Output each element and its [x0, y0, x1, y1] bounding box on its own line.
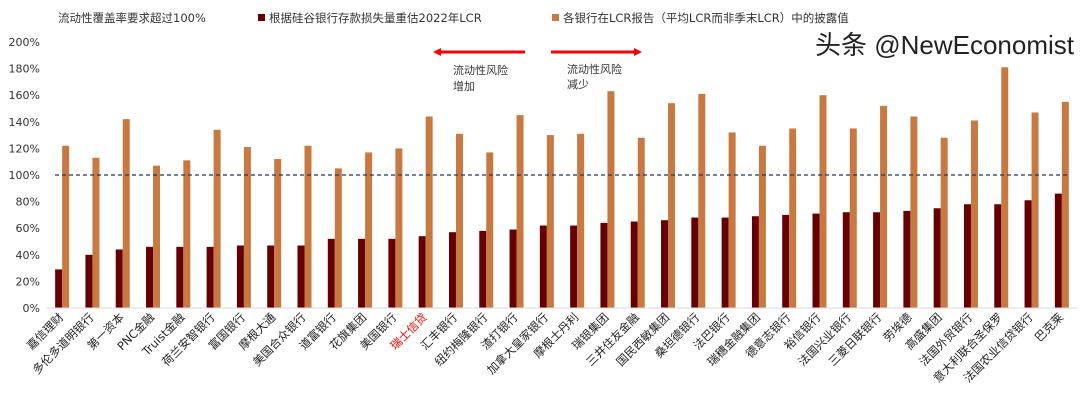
bar-series-1-0 — [55, 269, 63, 308]
bar-series-2-29 — [940, 137, 948, 308]
y-tick-label: 140% — [9, 116, 40, 129]
bar-series-2-11 — [395, 148, 403, 308]
legend-label-series-2: 各银行在LCR报告（平均LCR而非季末LCR）中的披露值 — [563, 11, 849, 25]
bar-series-2-2 — [122, 119, 130, 308]
bar-series-1-27 — [873, 212, 881, 308]
arrow-risk-increase: 流动性风险 增加 — [433, 48, 525, 93]
bar-series-1-6 — [236, 245, 244, 308]
legend-swatch-series-1 — [258, 14, 265, 21]
bar-series-1-7 — [267, 245, 275, 308]
bar-series-2-23 — [758, 145, 766, 308]
bar-series-1-13 — [448, 232, 456, 308]
bar-series-1-14 — [479, 230, 487, 308]
y-tick-label: 180% — [9, 63, 40, 76]
legend-label-series-1: 根据硅谷银行存款损失量重估2022年LCR — [269, 11, 482, 25]
bar-series-1-31 — [994, 204, 1002, 308]
bar-series-1-23 — [751, 216, 759, 308]
legend: 根据硅谷银行存款损失量重估2022年LCR 各银行在LCR报告（平均LCR而非季… — [258, 11, 849, 25]
bar-series-2-17 — [577, 133, 585, 308]
bar-series-2-28 — [910, 116, 918, 308]
y-tick-label: 120% — [9, 142, 40, 155]
bar-series-1-19 — [630, 221, 638, 308]
bar-series-2-22 — [728, 132, 736, 308]
bar-series-2-9 — [334, 168, 342, 308]
bar-series-1-24 — [782, 214, 790, 308]
y-tick-label: 100% — [9, 169, 40, 182]
bar-series-1-5 — [206, 246, 214, 308]
arrow-label-decrease-line2: 减少 — [567, 78, 589, 91]
bar-series-1-22 — [721, 217, 729, 308]
arrow-label-decrease-line1: 流动性风险 — [567, 62, 622, 76]
bar-series-2-5 — [213, 129, 221, 308]
bar-series-1-32 — [1024, 200, 1032, 308]
bar-series-1-18 — [600, 222, 608, 308]
y-tick-label: 200% — [9, 36, 40, 49]
bar-series-1-1 — [85, 254, 93, 308]
bar-series-1-17 — [570, 225, 578, 308]
bar-series-2-30 — [970, 120, 978, 308]
bar-series-2-27 — [880, 105, 888, 308]
arrow-risk-decrease: 流动性风险 减少 — [551, 48, 642, 91]
bar-series-1-11 — [388, 238, 396, 308]
bar-series-2-19 — [637, 137, 645, 308]
bar-series-1-33 — [1054, 193, 1062, 308]
bar-series-2-1 — [92, 157, 100, 308]
bar-series-1-8 — [297, 245, 305, 308]
bar-series-2-20 — [668, 103, 676, 309]
x-tick-label: 巴克莱 — [1032, 310, 1067, 345]
bar-series-2-12 — [425, 116, 433, 308]
arrow-label-increase-line2: 增加 — [453, 79, 475, 93]
bar-series-2-31 — [1001, 67, 1009, 309]
bar-series-2-24 — [789, 128, 797, 308]
y-tick-label: 0% — [23, 302, 40, 315]
bar-series-1-25 — [812, 213, 820, 308]
annotation-requirement: 流动性覆盖率要求超过100% — [58, 11, 206, 25]
y-tick-label: 160% — [9, 89, 40, 102]
y-tick-label: 20% — [16, 275, 40, 288]
y-tick-label: 80% — [16, 196, 40, 209]
bar-series-1-2 — [115, 249, 123, 308]
arrow-label-increase-line1: 流动性风险 — [453, 63, 508, 77]
bar-series-2-0 — [62, 145, 70, 308]
bar-series-2-21 — [698, 93, 706, 309]
y-tick-label: 40% — [16, 249, 40, 262]
bar-series-2-14 — [486, 152, 494, 308]
bar-series-2-7 — [274, 159, 282, 308]
bar-series-1-15 — [509, 229, 517, 308]
bar-series-2-4 — [183, 160, 191, 308]
bar-series-1-3 — [146, 246, 154, 308]
bar-series-1-30 — [963, 204, 971, 308]
bar-series-2-10 — [365, 152, 373, 308]
x-axis-labels: 嘉信理财多伦多道明银行第一资本PNC金融Truist金融荷兰安智银行富国银行摩根… — [24, 310, 1066, 385]
bar-series-1-20 — [661, 220, 669, 308]
bars — [55, 67, 1069, 309]
bar-series-2-13 — [455, 133, 463, 308]
bar-series-2-32 — [1031, 112, 1039, 309]
bar-series-1-29 — [933, 208, 941, 308]
bar-series-2-3 — [153, 165, 161, 308]
bar-series-1-21 — [691, 217, 699, 308]
bar-series-2-18 — [607, 91, 615, 309]
legend-swatch-series-2 — [552, 14, 559, 21]
bar-series-2-15 — [516, 115, 524, 309]
bar-series-2-8 — [304, 145, 312, 308]
bar-series-1-4 — [176, 246, 184, 308]
bar-series-2-6 — [243, 147, 251, 308]
y-axis: 0% 20% 40% 60% 80% 100% 120% 140% 160% 180% 200% — [9, 36, 40, 315]
bar-series-2-33 — [1061, 101, 1069, 308]
bar-series-2-25 — [819, 95, 827, 308]
y-tick-label: 60% — [16, 222, 40, 235]
bar-series-1-12 — [418, 236, 426, 308]
watermark: 头条 @NewEconomist — [814, 30, 1074, 60]
bar-series-2-26 — [849, 128, 857, 308]
bar-series-1-16 — [539, 225, 547, 308]
bar-series-1-26 — [842, 212, 850, 308]
bar-series-1-10 — [358, 238, 366, 308]
bar-series-2-16 — [546, 135, 554, 308]
bar-series-1-9 — [327, 238, 335, 308]
bar-series-1-28 — [903, 210, 911, 308]
